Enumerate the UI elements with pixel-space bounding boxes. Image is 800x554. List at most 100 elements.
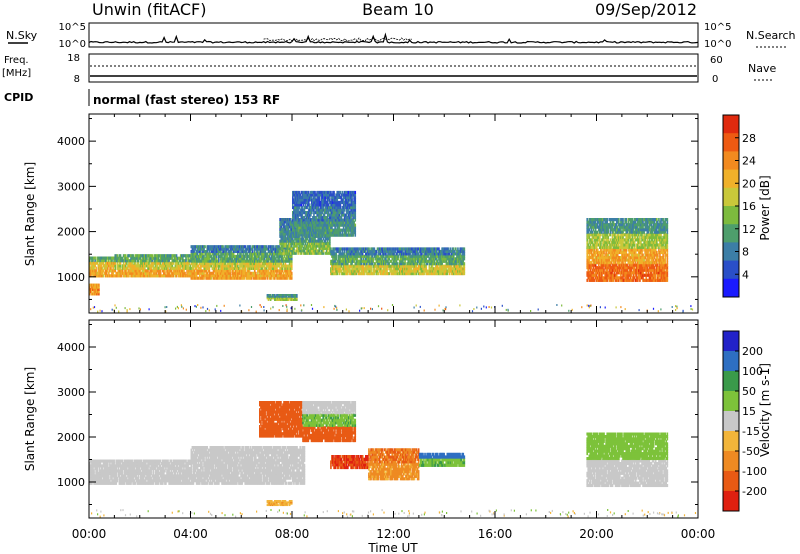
power-cell-2 xyxy=(146,271,148,275)
power-cell-6 xyxy=(404,264,406,268)
power-cell-3 xyxy=(256,250,258,254)
power-cell-5 xyxy=(298,198,300,202)
power-cell-1 xyxy=(97,292,99,296)
power-cell-6 xyxy=(395,262,398,266)
power-cell-2 xyxy=(147,271,149,275)
power-cell-4 xyxy=(293,244,295,248)
power-cell-2 xyxy=(124,269,127,273)
power-cell-6 xyxy=(434,264,437,268)
power-cell-2 xyxy=(149,266,151,270)
power-cell-6 xyxy=(345,267,348,271)
power-cell-5 xyxy=(318,211,321,215)
power-cell-6 xyxy=(358,272,361,276)
power-cell-6 xyxy=(457,264,459,268)
power-cell-3 xyxy=(261,245,263,249)
power-cell-3 xyxy=(210,247,213,251)
power-cell-0 xyxy=(110,259,112,263)
power-cell-6 xyxy=(415,252,418,256)
power-cell-6 xyxy=(416,257,419,261)
power-cell-5 xyxy=(345,203,348,207)
power-cell-4 xyxy=(289,227,292,231)
power-cell-2 xyxy=(178,274,181,278)
power-cell-3 xyxy=(220,250,222,254)
power-cell-2 xyxy=(173,266,176,270)
power-cell-2 xyxy=(188,271,191,275)
power-cell-6 xyxy=(343,259,346,263)
power-cell-3 xyxy=(249,250,252,254)
power-cell-5 xyxy=(308,233,311,237)
power-cell-6 xyxy=(402,259,404,263)
power-cell-5 xyxy=(317,228,320,232)
power-cell-4 xyxy=(307,242,310,246)
power-cell-6 xyxy=(421,269,423,273)
power-cell-5 xyxy=(318,203,321,207)
power-cell-3 xyxy=(230,267,233,271)
power-cell-0 xyxy=(90,261,92,265)
power-cell-5 xyxy=(308,213,311,217)
power-cell-3 xyxy=(273,276,275,280)
power-cell-3 xyxy=(223,254,225,258)
power-cell-3 xyxy=(266,274,269,278)
power-cell-5 xyxy=(344,226,347,230)
power-cell-6 xyxy=(436,267,438,271)
power-cell-3 xyxy=(244,252,247,256)
power-cell-7 xyxy=(272,295,275,298)
power-cell-6 xyxy=(441,269,443,273)
power-cell-4 xyxy=(326,251,329,255)
power-cell-3 xyxy=(267,247,270,251)
power-cell-5 xyxy=(320,190,323,195)
power-cell-3 xyxy=(246,262,249,266)
power-cell-6 xyxy=(428,267,431,271)
power-cell-4 xyxy=(326,242,329,246)
power-cell-6 xyxy=(428,257,431,261)
power-cell-1 xyxy=(94,290,96,294)
power-cell-2 xyxy=(156,266,159,270)
power-cell-6 xyxy=(408,257,411,261)
power-cell-2 xyxy=(187,269,189,273)
power-cell-5 xyxy=(333,208,335,212)
power-cell-2 xyxy=(150,266,152,270)
power-cell-2 xyxy=(165,259,167,263)
power-cell-3 xyxy=(281,276,284,280)
power-cell-2 xyxy=(162,256,164,260)
power-cell-6 xyxy=(391,262,394,266)
power-cell-4 xyxy=(285,232,288,236)
power-cell-6 xyxy=(433,262,436,266)
power-cell-3 xyxy=(220,257,222,261)
power-cell-0 xyxy=(95,274,97,278)
power-cell-3 xyxy=(228,245,231,249)
power-cell-3 xyxy=(286,269,289,273)
power-cell-3 xyxy=(240,245,242,249)
power-cell-3 xyxy=(192,271,195,275)
power-cell-5 xyxy=(327,203,330,207)
power-cell-2 xyxy=(145,261,147,265)
power-cell-6 xyxy=(455,267,457,271)
power-cell-0 xyxy=(113,256,115,260)
power-cell-3 xyxy=(201,271,203,275)
power-cell-5 xyxy=(342,233,345,237)
power-cell-2 xyxy=(121,264,124,268)
power-cell-2 xyxy=(183,271,185,275)
power-cell-3 xyxy=(257,264,259,268)
power-cell-8 xyxy=(586,261,589,265)
power-cell-5 xyxy=(323,221,326,225)
power-cell-6 xyxy=(430,269,433,273)
power-cell-4 xyxy=(282,227,285,231)
power-cell-3 xyxy=(260,247,262,251)
power-cell-0 xyxy=(92,259,94,263)
power-cell-6 xyxy=(409,269,412,273)
power-cell-6 xyxy=(401,264,403,268)
power-cell-2 xyxy=(167,266,169,270)
power-cell-2 xyxy=(169,254,172,258)
power-cell-6 xyxy=(463,262,466,266)
power-cell-5 xyxy=(348,200,350,205)
power-cell-2 xyxy=(165,274,167,278)
power-cell-3 xyxy=(262,262,265,266)
power-cell-6 xyxy=(351,264,353,268)
power-cell-3 xyxy=(208,276,211,280)
power-cell-3 xyxy=(251,257,254,261)
power-cell-6 xyxy=(356,269,359,273)
power-cell-5 xyxy=(336,231,339,235)
power-cell-3 xyxy=(237,250,239,254)
power-cell-6 xyxy=(452,249,455,253)
